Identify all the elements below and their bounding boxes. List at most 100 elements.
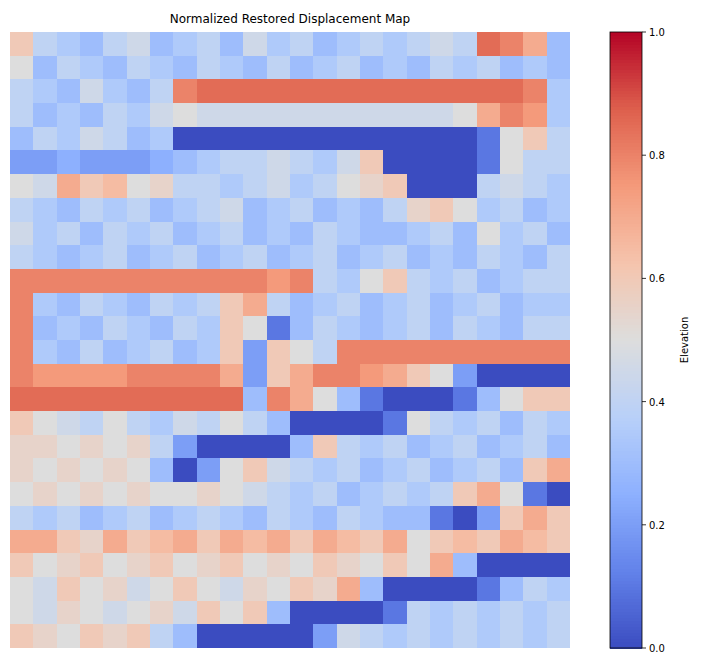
heatmap-cell — [103, 435, 127, 459]
heatmap-cell — [477, 553, 501, 577]
heatmap-cell — [33, 150, 57, 174]
heatmap-cell — [150, 32, 174, 56]
heatmap-cell — [453, 601, 477, 625]
heatmap-cell — [243, 316, 267, 340]
heatmap-cell — [290, 530, 314, 554]
heatmap-cell — [243, 506, 267, 530]
heatmap-cell — [430, 198, 454, 222]
heatmap-cell — [430, 553, 454, 577]
heatmap-cell — [500, 577, 524, 601]
heatmap-cell — [360, 174, 384, 198]
heatmap-cell — [360, 103, 384, 127]
heatmap-cell — [80, 482, 104, 506]
heatmap-cell — [33, 245, 57, 269]
heatmap-cell — [290, 435, 314, 459]
heatmap-cell — [57, 387, 81, 411]
colorbar-tick — [642, 155, 646, 156]
heatmap-cell — [33, 269, 57, 293]
heatmap-cell — [313, 624, 337, 648]
heatmap-cell — [10, 79, 34, 103]
heatmap-cell — [127, 222, 151, 246]
heatmap-cell — [243, 198, 267, 222]
heatmap-cell — [383, 198, 407, 222]
heatmap-cell — [127, 482, 151, 506]
heatmap-cell — [10, 103, 34, 127]
heatmap-cell — [33, 530, 57, 554]
heatmap-cell — [360, 127, 384, 151]
heatmap-cell — [173, 624, 197, 648]
heatmap-cell — [173, 387, 197, 411]
heatmap-cell — [290, 150, 314, 174]
heatmap-cell — [33, 222, 57, 246]
heatmap-cell — [407, 174, 431, 198]
heatmap-cell — [313, 127, 337, 151]
heatmap-cell — [243, 245, 267, 269]
heatmap-cell — [267, 577, 291, 601]
heatmap-cell — [220, 553, 244, 577]
heatmap-cell — [360, 269, 384, 293]
heatmap-cell — [267, 601, 291, 625]
heatmap-cell — [360, 245, 384, 269]
heatmap-cell — [383, 553, 407, 577]
heatmap-cell — [80, 435, 104, 459]
heatmap-cell — [243, 293, 267, 317]
heatmap-cell — [197, 103, 221, 127]
heatmap-cell — [500, 56, 524, 80]
heatmap-cell — [430, 79, 454, 103]
heatmap-cell — [173, 506, 197, 530]
heatmap-cell — [267, 56, 291, 80]
heatmap-cell — [80, 245, 104, 269]
heatmap-cell — [407, 506, 431, 530]
heatmap-cell — [173, 150, 197, 174]
heatmap-cell — [337, 269, 361, 293]
heatmap-cell — [523, 506, 547, 530]
heatmap-cell — [80, 316, 104, 340]
heatmap-cell — [103, 601, 127, 625]
heatmap-cell — [197, 458, 221, 482]
heatmap-cell — [290, 222, 314, 246]
heatmap-cell — [477, 530, 501, 554]
heatmap-cell — [173, 174, 197, 198]
heatmap-cell — [10, 364, 34, 388]
heatmap-cell — [267, 32, 291, 56]
heatmap-cell — [407, 530, 431, 554]
heatmap-cell — [243, 32, 267, 56]
heatmap-cell — [360, 506, 384, 530]
heatmap-cell — [197, 269, 221, 293]
heatmap-cell — [127, 79, 151, 103]
heatmap-cell — [383, 293, 407, 317]
heatmap-cell — [430, 340, 454, 364]
heatmap-cell — [523, 340, 547, 364]
heatmap-cell — [523, 435, 547, 459]
heatmap-cell — [407, 198, 431, 222]
heatmap-cell — [337, 293, 361, 317]
heatmap-cell — [453, 245, 477, 269]
heatmap-cell — [500, 530, 524, 554]
heatmap-cell — [337, 624, 361, 648]
heatmap-cell — [197, 553, 221, 577]
heatmap-cell — [477, 293, 501, 317]
heatmap-cell — [337, 364, 361, 388]
heatmap-cell — [477, 340, 501, 364]
heatmap-cell — [337, 482, 361, 506]
heatmap-cell — [220, 293, 244, 317]
heatmap-cell — [360, 553, 384, 577]
heatmap-cell — [453, 316, 477, 340]
heatmap-cell — [360, 364, 384, 388]
heatmap-cell — [57, 435, 81, 459]
heatmap-cell — [407, 387, 431, 411]
heatmap-cell — [10, 458, 34, 482]
heatmap-cell — [197, 482, 221, 506]
heatmap-cell — [337, 458, 361, 482]
heatmap-cell — [33, 103, 57, 127]
heatmap-cell — [267, 624, 291, 648]
heatmap-cell — [10, 553, 34, 577]
heatmap-cell — [290, 364, 314, 388]
heatmap-cell — [430, 530, 454, 554]
heatmap-cell — [453, 269, 477, 293]
heatmap-cell — [127, 245, 151, 269]
heatmap-cell — [523, 293, 547, 317]
heatmap-cell — [313, 174, 337, 198]
heatmap-cell — [523, 79, 547, 103]
heatmap-cell — [57, 32, 81, 56]
